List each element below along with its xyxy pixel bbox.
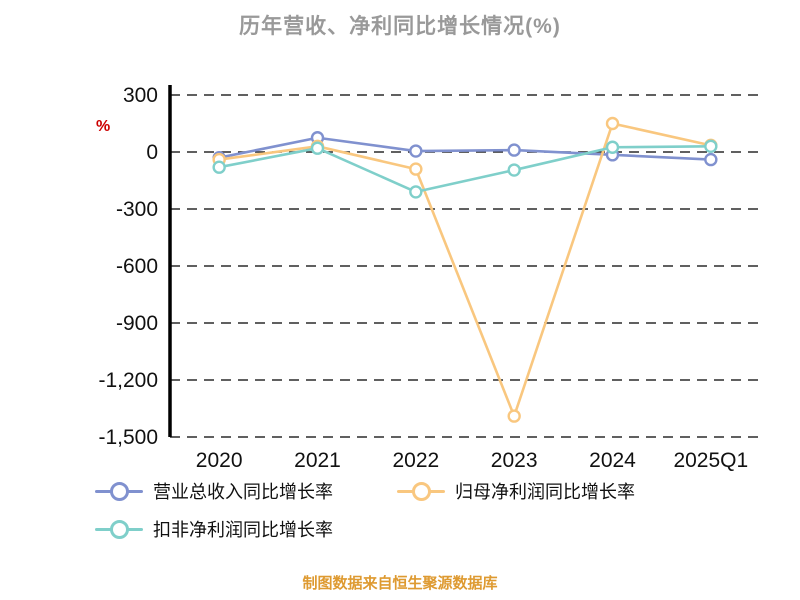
chart-title: 历年营收、净利同比增长情况(%): [239, 15, 561, 38]
svg-text:-300: -300: [116, 198, 158, 221]
legend-item-deducted-profit-growth[interactable]: 扣非净利润同比增长率: [95, 516, 333, 542]
svg-text:0: 0: [146, 141, 158, 164]
legend-row-2: 扣非净利润同比增长率: [95, 516, 333, 542]
svg-text:2025Q1: 2025Q1: [673, 449, 748, 472]
legend-item-revenue-growth[interactable]: 营业总收入同比增长率: [95, 478, 333, 504]
svg-text:-900: -900: [116, 312, 158, 335]
legend-marker-icon: [95, 480, 143, 502]
svg-text:2021: 2021: [294, 449, 341, 472]
legend-row-1: 营业总收入同比增长率 归母净利润同比增长率: [95, 478, 635, 504]
legend-item-net-profit-growth[interactable]: 归母净利润同比增长率: [397, 478, 635, 504]
svg-text:-1,500: -1,500: [98, 426, 158, 449]
svg-text:2024: 2024: [589, 449, 636, 472]
y-axis-unit-label: %: [96, 118, 111, 135]
legend-label: 扣非净利润同比增长率: [153, 520, 333, 540]
legend-label: 归母净利润同比增长率: [455, 482, 635, 502]
svg-text:300: 300: [123, 84, 158, 107]
svg-text:2022: 2022: [392, 449, 439, 472]
data-source-note: 制图数据来自恒生聚源数据库: [302, 575, 498, 592]
legend-marker-icon: [95, 518, 143, 540]
svg-text:-1,200: -1,200: [98, 369, 158, 392]
legend-label: 营业总收入同比增长率: [153, 482, 333, 502]
svg-text:2023: 2023: [491, 449, 538, 472]
svg-text:-600: -600: [116, 255, 158, 278]
legend-marker-icon: [397, 480, 445, 502]
svg-text:2020: 2020: [196, 449, 243, 472]
